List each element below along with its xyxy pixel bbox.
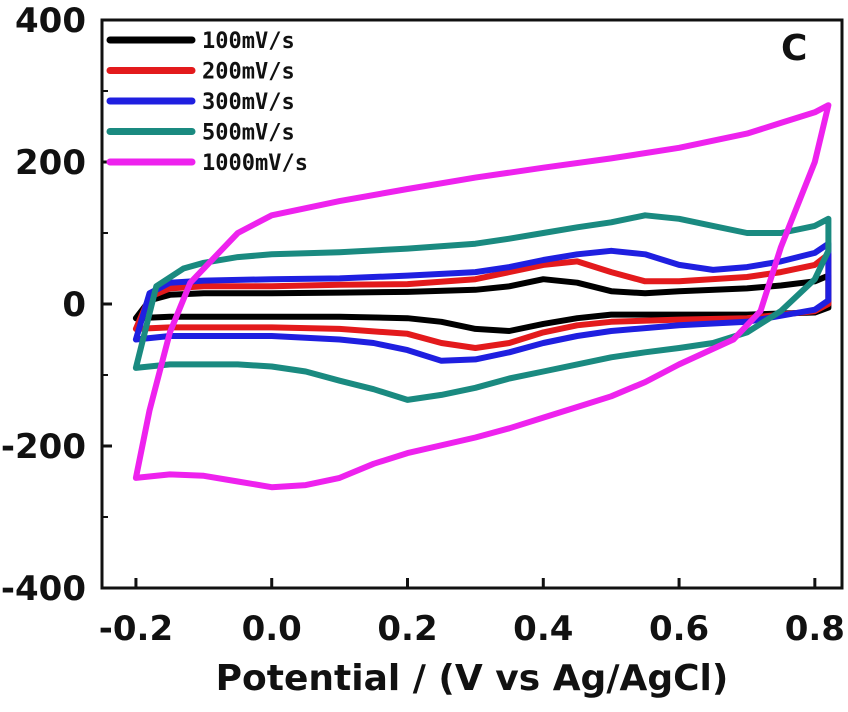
legend-label: 1000mV/s <box>202 151 308 176</box>
y-tick-label: -400 <box>1 569 86 609</box>
legend: 100mV/s 200mV/s 300mV/s 500mV/s 1000mV/s <box>106 29 308 176</box>
x-axis-title: Potential / (V vs Ag/AgCl) <box>216 658 729 699</box>
series-line-3 <box>132 212 832 403</box>
series-layer <box>132 102 832 491</box>
series-line-4 <box>132 102 832 491</box>
y-tick-label: 0 <box>62 285 86 325</box>
x-tick-label: 0.8 <box>785 609 845 649</box>
x-tick-label: 0.2 <box>377 609 437 649</box>
series-line-0 <box>132 272 832 334</box>
x-tick-label: 0.6 <box>649 609 709 649</box>
x-tick-label: -0.2 <box>99 609 173 649</box>
series-line-2 <box>132 240 832 364</box>
legend-label: 200mV/s <box>202 60 295 85</box>
legend-label: 300mV/s <box>202 90 295 115</box>
y-tick-label: 200 <box>15 143 86 183</box>
legend-label: 100mV/s <box>202 29 295 54</box>
panel-label: C <box>781 28 807 69</box>
x-tick-label: 0.0 <box>242 609 302 649</box>
y-tick-label: 400 <box>15 1 86 41</box>
legend-label: 500mV/s <box>202 121 295 146</box>
y-tick-label: -200 <box>1 427 86 467</box>
axis-ticks: -0.2 0.0 0.2 0.4 0.6 0.8 400 200 0 -200 -400 <box>1 1 845 649</box>
x-tick-label: 0.4 <box>513 609 573 649</box>
